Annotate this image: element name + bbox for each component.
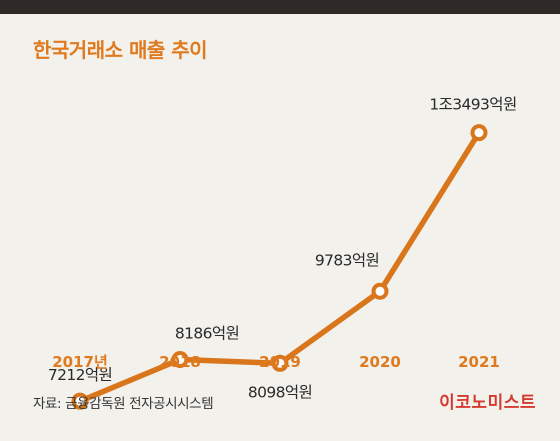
data-label-2: 8098억원 bbox=[248, 383, 312, 401]
data-label-1: 8186억원 bbox=[175, 325, 239, 343]
x-tick-label-1: 2018 bbox=[159, 353, 201, 371]
data-label-3: 9783억원 bbox=[315, 251, 379, 269]
chart-title: 한국거래소 매출 추이 bbox=[33, 38, 208, 62]
source-note: 자료: 금융감독원 전자공시시스템 bbox=[33, 396, 214, 412]
data-labels: 7212억원 8186억원 8098억원 9783억원 1조3493억원 bbox=[48, 96, 517, 402]
data-point-2 bbox=[271, 354, 289, 372]
data-label-0: 7212억원 bbox=[48, 366, 112, 384]
x-tick-label-2: 2019 bbox=[259, 353, 301, 371]
x-tick-label-0: 2017년 bbox=[52, 353, 108, 371]
data-point-1 bbox=[171, 351, 189, 369]
data-points bbox=[71, 124, 488, 410]
brand-logo: 이코노미스트 bbox=[439, 393, 536, 413]
data-point-4 bbox=[470, 124, 488, 142]
x-tick-label-3: 2020 bbox=[359, 353, 401, 371]
x-tick-label-4: 2021 bbox=[458, 353, 500, 371]
data-point-0 bbox=[71, 392, 89, 410]
data-label-4: 1조3493억원 bbox=[429, 96, 516, 114]
data-point-3 bbox=[371, 282, 389, 300]
x-axis-ticks: 2017년 2018 2019 2020 2021 bbox=[52, 353, 500, 371]
top-bar bbox=[0, 0, 560, 14]
